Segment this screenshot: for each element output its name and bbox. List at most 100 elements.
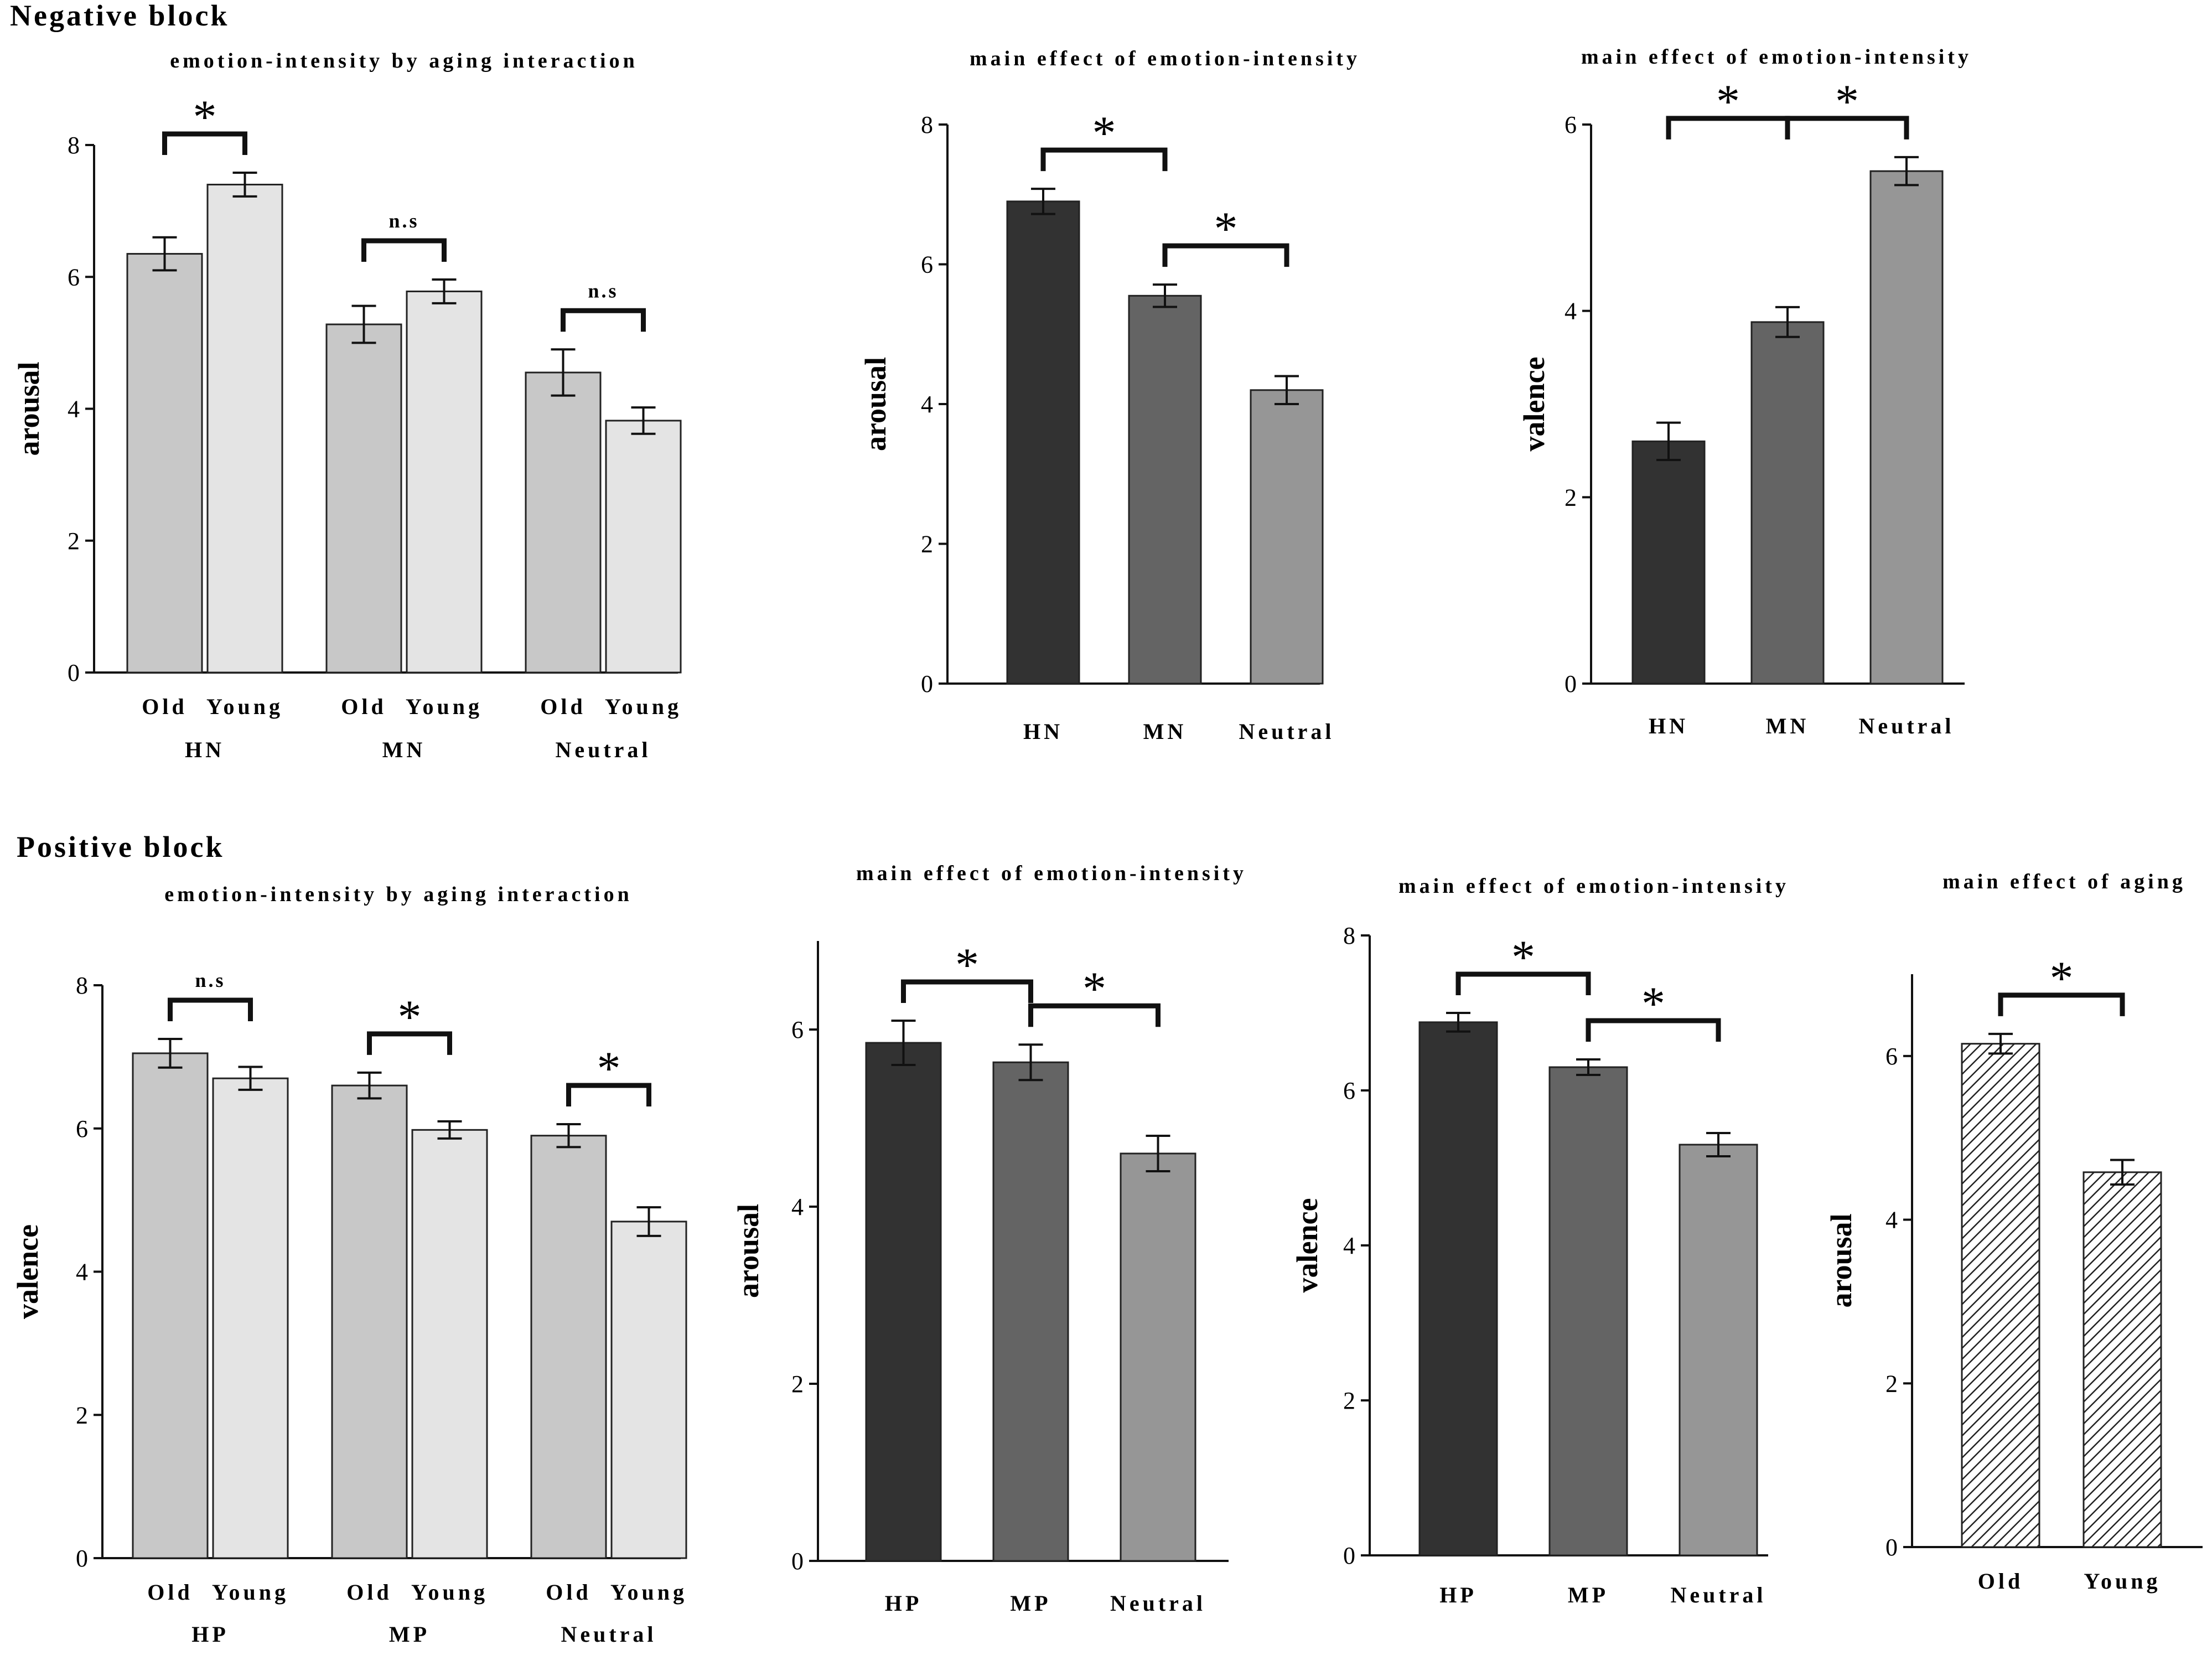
neg-valence-bar-hn: [1631, 440, 1706, 685]
neg-interaction-y-tick-label: 6: [68, 263, 80, 291]
pos-arousal-error-bar: [891, 1020, 916, 1066]
neg-valence-x-tick-label: Neutral: [1858, 713, 1954, 738]
neg-valence-title: main effect of emotion-intensity: [1581, 45, 1972, 69]
pos-arousal-error-bar: [1018, 1043, 1043, 1082]
pos-aging-y-tick-label: 6: [1885, 1043, 1898, 1070]
pos-aging-y-tick-label: 4: [1885, 1207, 1898, 1234]
pos-aging-bar-old: [1961, 1043, 2040, 1548]
pos-valence-error-bar: [1706, 1132, 1731, 1157]
neg-valence-x-tick-label: HN: [1649, 713, 1688, 738]
pos-valence-y-tick-label: 6: [1343, 1077, 1355, 1104]
neg-interaction-comparison-bracket: [361, 238, 447, 262]
neg-arousal-error-bar: [1153, 283, 1177, 308]
pos-valence-y-tick-label: 0: [1343, 1542, 1355, 1569]
pos-arousal-y-tick-label: 2: [791, 1370, 804, 1398]
neg-arousal-y-tick-label: 4: [921, 391, 933, 418]
pos-interaction-group-label: MP: [389, 1622, 430, 1647]
pos-interaction-x-sub-label: Old: [346, 1580, 392, 1605]
pos-interaction-significance-label: *: [597, 1042, 621, 1095]
pos-interaction-group-label: Neutral: [561, 1622, 656, 1647]
neg-interaction-x-sub-label: Old: [540, 694, 586, 719]
pos-interaction-x-sub-label: Old: [147, 1580, 193, 1605]
neg-valence-y-tick-label: 0: [1565, 670, 1577, 697]
pos-valence-significance-label: *: [1641, 977, 1665, 1030]
neg-interaction-significance-label: n.s: [388, 210, 419, 232]
pos-interaction-significance-label: *: [398, 990, 422, 1043]
neg-arousal-comparison-bracket: [1040, 147, 1168, 172]
pos-valence-comparison-bracket: [1586, 1018, 1721, 1042]
pos-aging-title: main effect of aging: [1942, 870, 2186, 893]
pos-aging-error-bar: [1988, 1032, 2013, 1055]
pos-valence-bar-hp: [1418, 1021, 1498, 1556]
pos-arousal-y-tick-label: 0: [791, 1548, 804, 1575]
pos-interaction-y-tick-label: 8: [76, 972, 88, 999]
neg-interaction-error-bar: [551, 348, 576, 397]
neg-interaction-x-sub-label: Young: [206, 694, 283, 719]
neg-arousal-x-tick-label: Neutral: [1239, 719, 1334, 744]
pos-interaction-error-bar: [357, 1071, 382, 1100]
pos-arousal-y-axis-label: arousal: [732, 1204, 765, 1298]
neg-interaction-significance-label: n.s: [588, 280, 618, 302]
pos-interaction-comparison-bracket: [566, 1083, 651, 1106]
neg-interaction-x-sub-label: Old: [341, 694, 386, 719]
pos-interaction-error-bar: [158, 1038, 183, 1069]
pos-valence-x-tick-label: MP: [1568, 1582, 1609, 1607]
pos-interaction-error-bar: [556, 1123, 581, 1149]
pos-interaction-comparison-bracket: [367, 1031, 452, 1055]
pos-valence-comparison-bracket: [1455, 971, 1591, 995]
pos-interaction-y-tick-label: 4: [76, 1259, 88, 1286]
neg-interaction-error-bar: [631, 406, 656, 435]
pos-interaction-bar-hp-old: [132, 1052, 209, 1559]
neg-valence-bar-mn: [1750, 321, 1825, 685]
pos-interaction-y-tick-label: 6: [76, 1115, 88, 1142]
neg-interaction-group-label: MN: [382, 737, 426, 762]
pos-aging-error-bar: [2110, 1158, 2135, 1186]
neg-interaction-title: emotion-intensity by aging interaction: [170, 49, 638, 73]
neg-valence-error-bar: [1656, 421, 1681, 461]
neg-arousal-bar-hn: [1006, 200, 1080, 685]
neg-valence-y-tick-label: 2: [1565, 484, 1577, 511]
pos-valence-error-bar: [1576, 1058, 1600, 1076]
neg-interaction-bar-mn-young: [406, 290, 483, 674]
pos-valence-title: main effect of emotion-intensity: [1398, 875, 1789, 898]
pos-interaction-y-tick-label: 2: [76, 1401, 88, 1429]
pos-aging-significance-label: *: [2050, 951, 2074, 1005]
pos-interaction-error-bar: [636, 1206, 661, 1237]
neg-interaction-bar-neutral-young: [605, 420, 682, 674]
neg-interaction-significance-label: *: [193, 90, 217, 143]
neg-interaction-comparison-bracket: [162, 131, 247, 156]
pos-valence-significance-label: *: [1511, 930, 1535, 984]
pos-interaction-x-sub-label: Old: [546, 1580, 591, 1605]
pos-valence-error-bar: [1446, 1012, 1470, 1033]
neg-interaction-x-sub-label: Old: [142, 694, 187, 719]
pos-interaction-y-tick-label: 0: [76, 1545, 88, 1572]
neg-arousal-error-bar: [1031, 188, 1055, 215]
neg-valence-x-tick-label: MN: [1766, 713, 1810, 738]
neg-interaction-error-bar: [351, 304, 376, 344]
neg-interaction-group-label: Neutral: [555, 737, 651, 762]
neg-interaction-bar-hn-young: [206, 183, 283, 674]
pos-interaction-group-label: HP: [191, 1622, 229, 1647]
pos-valence-bar-neutral: [1679, 1144, 1758, 1556]
pos-interaction-significance-label: n.s: [195, 969, 225, 991]
pos-interaction-error-bar: [437, 1120, 462, 1140]
pos-arousal-significance-label: *: [955, 938, 979, 991]
neg-valence-significance-label: *: [1716, 75, 1740, 128]
pos-aging-y-tick-label: 2: [1885, 1370, 1898, 1397]
pos-valence-x-tick-label: Neutral: [1670, 1582, 1766, 1607]
neg-valence-bar-neutral: [1869, 170, 1944, 685]
positive-block-title: Positive block: [17, 830, 225, 863]
pos-arousal-y-tick-label: 4: [791, 1193, 804, 1220]
pos-arousal-bar-neutral: [1120, 1152, 1196, 1562]
pos-valence-x-tick-label: HP: [1439, 1582, 1477, 1607]
pos-valence-y-tick-label: 8: [1343, 922, 1355, 949]
neg-arousal-significance-label: *: [1092, 106, 1116, 159]
pos-arousal-title: main effect of emotion-intensity: [856, 862, 1247, 885]
pos-valence-y-tick-label: 4: [1343, 1232, 1355, 1259]
pos-arousal-significance-label: *: [1082, 962, 1106, 1015]
neg-interaction-y-tick-label: 8: [68, 132, 80, 159]
neg-interaction-y-tick-label: 2: [68, 527, 80, 555]
pos-arousal-bar-hp: [865, 1042, 942, 1562]
neg-interaction-error-bar: [232, 172, 257, 198]
